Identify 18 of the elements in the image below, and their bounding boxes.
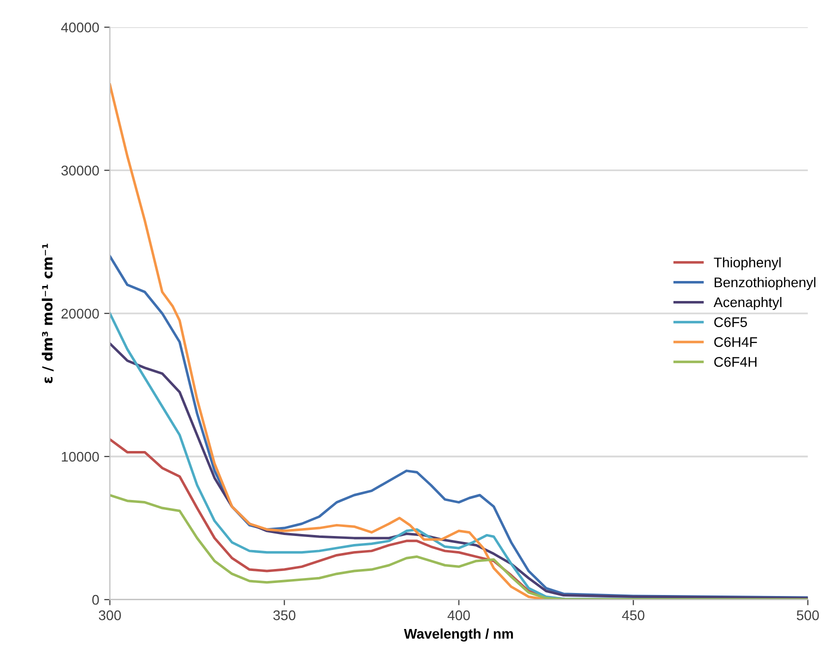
legend-label: C6F4H [714, 357, 756, 367]
y-tick-label: 30000 [61, 166, 99, 176]
legend-label: Thiophenyl [714, 257, 781, 270]
y-tick-label: 10000 [62, 452, 99, 462]
x-tick-label: 350 [273, 610, 296, 620]
x-axis-title: Wavelength / nm [404, 628, 513, 642]
x-tick-label: 400 [448, 610, 470, 620]
x-tick-label: 300 [98, 610, 121, 620]
legend-label: C6H4F [714, 337, 758, 347]
y-axis-title: ε / dm³ mol⁻¹ cm⁻¹ [42, 244, 54, 384]
x-tick-label: 500 [796, 610, 819, 620]
legend-label: C6F5 [714, 317, 747, 328]
y-tick-label: 40000 [61, 22, 99, 32]
legend-label: Acenaphtyl [714, 296, 782, 310]
x-tick-label: 450 [622, 610, 644, 620]
y-tick-label: 20000 [62, 308, 99, 319]
y-tick-label: 0 [92, 594, 99, 605]
legend-label: Benzothiophenyl [714, 277, 816, 290]
